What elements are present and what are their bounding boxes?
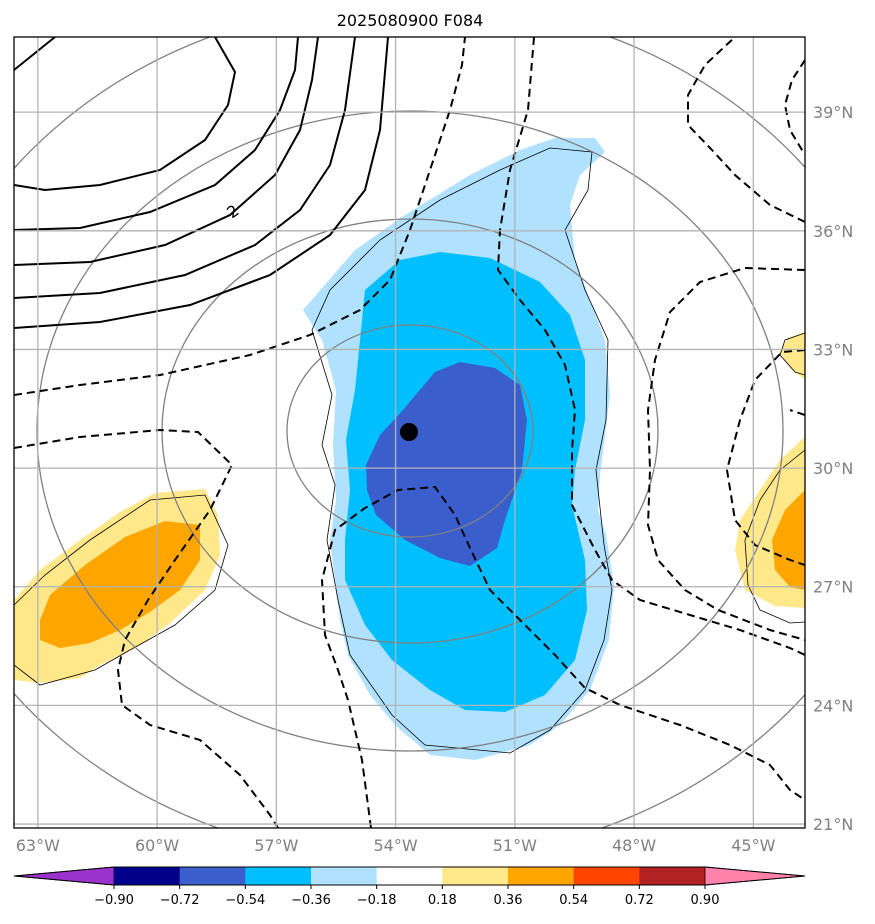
lon-tick-label: 48°W xyxy=(612,836,656,855)
colorbar-extend-low xyxy=(13,866,115,886)
lon-tick-label: 51°W xyxy=(493,836,537,855)
colorbar-segment xyxy=(376,867,443,885)
lat-tick-label: 27°N xyxy=(813,578,853,597)
colorbar-tick-label: 0.90 xyxy=(691,893,720,908)
lat-tick-label: 21°N xyxy=(813,815,853,834)
colorbar-segment xyxy=(573,867,640,885)
lon-axis: 63°W 60°W 57°W 54°W 51°W 48°W 45°W xyxy=(16,836,776,855)
colorbar-tick-label: −0.90 xyxy=(94,893,134,908)
colorbar-segment xyxy=(442,867,509,885)
lat-tick-label: 33°N xyxy=(813,340,853,359)
map-area: 2 xyxy=(14,37,805,828)
lat-tick-label: 24°N xyxy=(813,696,853,715)
colorbar-segment xyxy=(179,867,246,885)
anomaly-fill-pos-036-right xyxy=(772,490,805,590)
storm-center-marker xyxy=(400,423,418,441)
dashed-contours xyxy=(14,37,805,828)
solid-contours xyxy=(14,37,389,329)
lon-tick-label: 63°W xyxy=(16,836,60,855)
colorbar-tick-label: −0.36 xyxy=(291,893,331,908)
colorbar-segment xyxy=(245,867,312,885)
anomaly-fill-pos-018-right-top xyxy=(780,332,805,380)
colorbar-extend-high xyxy=(704,866,806,886)
colorbar-segment xyxy=(311,867,378,885)
lat-tick-label: 36°N xyxy=(813,222,853,241)
lat-axis: 39°N 36°N 33°N 30°N 27°N 24°N 21°N xyxy=(813,103,853,834)
colorbar-labels: −0.90 −0.72 −0.54 −0.36 −0.18 0.18 0.36 0.54 0.7… xyxy=(94,885,719,908)
chart-title: 2025080900 F084 xyxy=(337,11,484,30)
lon-tick-label: 54°W xyxy=(373,836,417,855)
lon-tick-label: 45°W xyxy=(731,836,775,855)
lon-tick-label: 60°W xyxy=(135,836,179,855)
lat-tick-label: 39°N xyxy=(813,103,853,122)
colorbar-tick-label: −0.72 xyxy=(160,893,200,908)
lon-tick-label: 57°W xyxy=(254,836,298,855)
map-frame xyxy=(13,36,806,829)
colorbar-segment xyxy=(508,867,575,885)
colorbar-tick-label: −0.54 xyxy=(225,893,265,908)
colorbar-segment xyxy=(114,867,181,885)
anomaly-fill-pos-036-left xyxy=(40,521,200,648)
grid xyxy=(14,37,805,828)
colorbar-segment xyxy=(639,867,706,885)
lat-tick-label: 30°N xyxy=(813,459,853,478)
anomaly-fill-neg-054 xyxy=(366,362,527,566)
colorbar-tick-label: 0.18 xyxy=(428,893,457,908)
colorbar xyxy=(13,866,806,886)
colorbar-tick-label: 0.72 xyxy=(625,893,654,908)
colorbar-tick-label: 0.36 xyxy=(494,893,523,908)
colorbar-tick-label: 0.54 xyxy=(559,893,588,908)
colorbar-tick-label: −0.18 xyxy=(357,893,397,908)
